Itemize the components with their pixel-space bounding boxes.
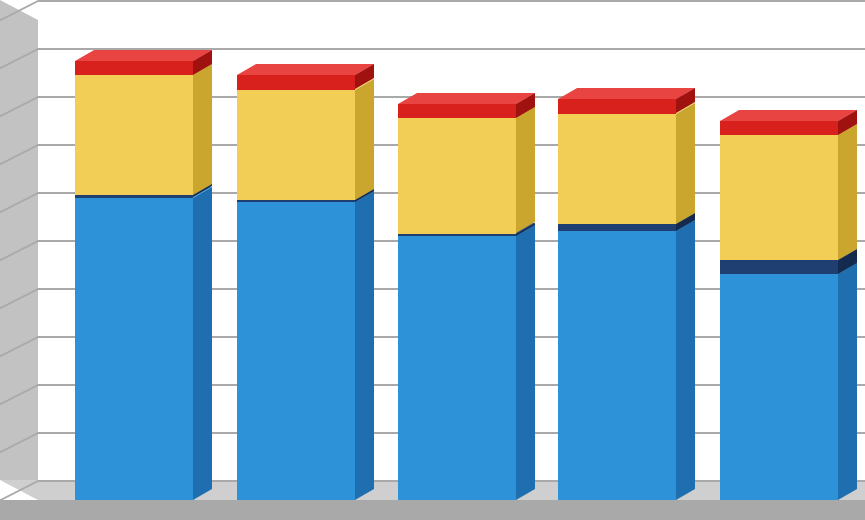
segment-s1_blue <box>720 274 838 500</box>
stacked-bar-3d-chart <box>0 0 865 520</box>
bar-c4 <box>558 99 676 500</box>
segment-s2_darkblue <box>558 224 676 231</box>
segment-s1_blue <box>237 202 355 500</box>
bar-c3 <box>398 104 516 500</box>
bar-c1 <box>75 61 193 500</box>
segment-s3_yellow <box>720 135 838 260</box>
bar-c5 <box>720 121 838 500</box>
bar-c2 <box>237 75 355 500</box>
segment-s2_darkblue <box>720 260 838 274</box>
segment-s1_blue <box>75 198 193 500</box>
segment-s1_blue <box>558 231 676 500</box>
segment-s2_darkblue <box>237 200 355 202</box>
segment-s3_yellow <box>558 114 676 224</box>
segment-s3_yellow <box>75 75 193 195</box>
segment-s3_yellow <box>398 118 516 233</box>
chart-floor-front <box>0 500 865 520</box>
segment-s4_red <box>75 61 193 75</box>
segment-s2_darkblue <box>75 195 193 197</box>
gridline <box>38 0 865 2</box>
segment-s4_red <box>720 121 838 135</box>
segment-s4_red <box>398 104 516 118</box>
segment-s3_yellow <box>237 90 355 200</box>
segment-s1_blue <box>398 236 516 500</box>
segment-s2_darkblue <box>398 234 516 236</box>
segment-s4_red <box>237 75 355 89</box>
segment-s4_red <box>558 99 676 113</box>
